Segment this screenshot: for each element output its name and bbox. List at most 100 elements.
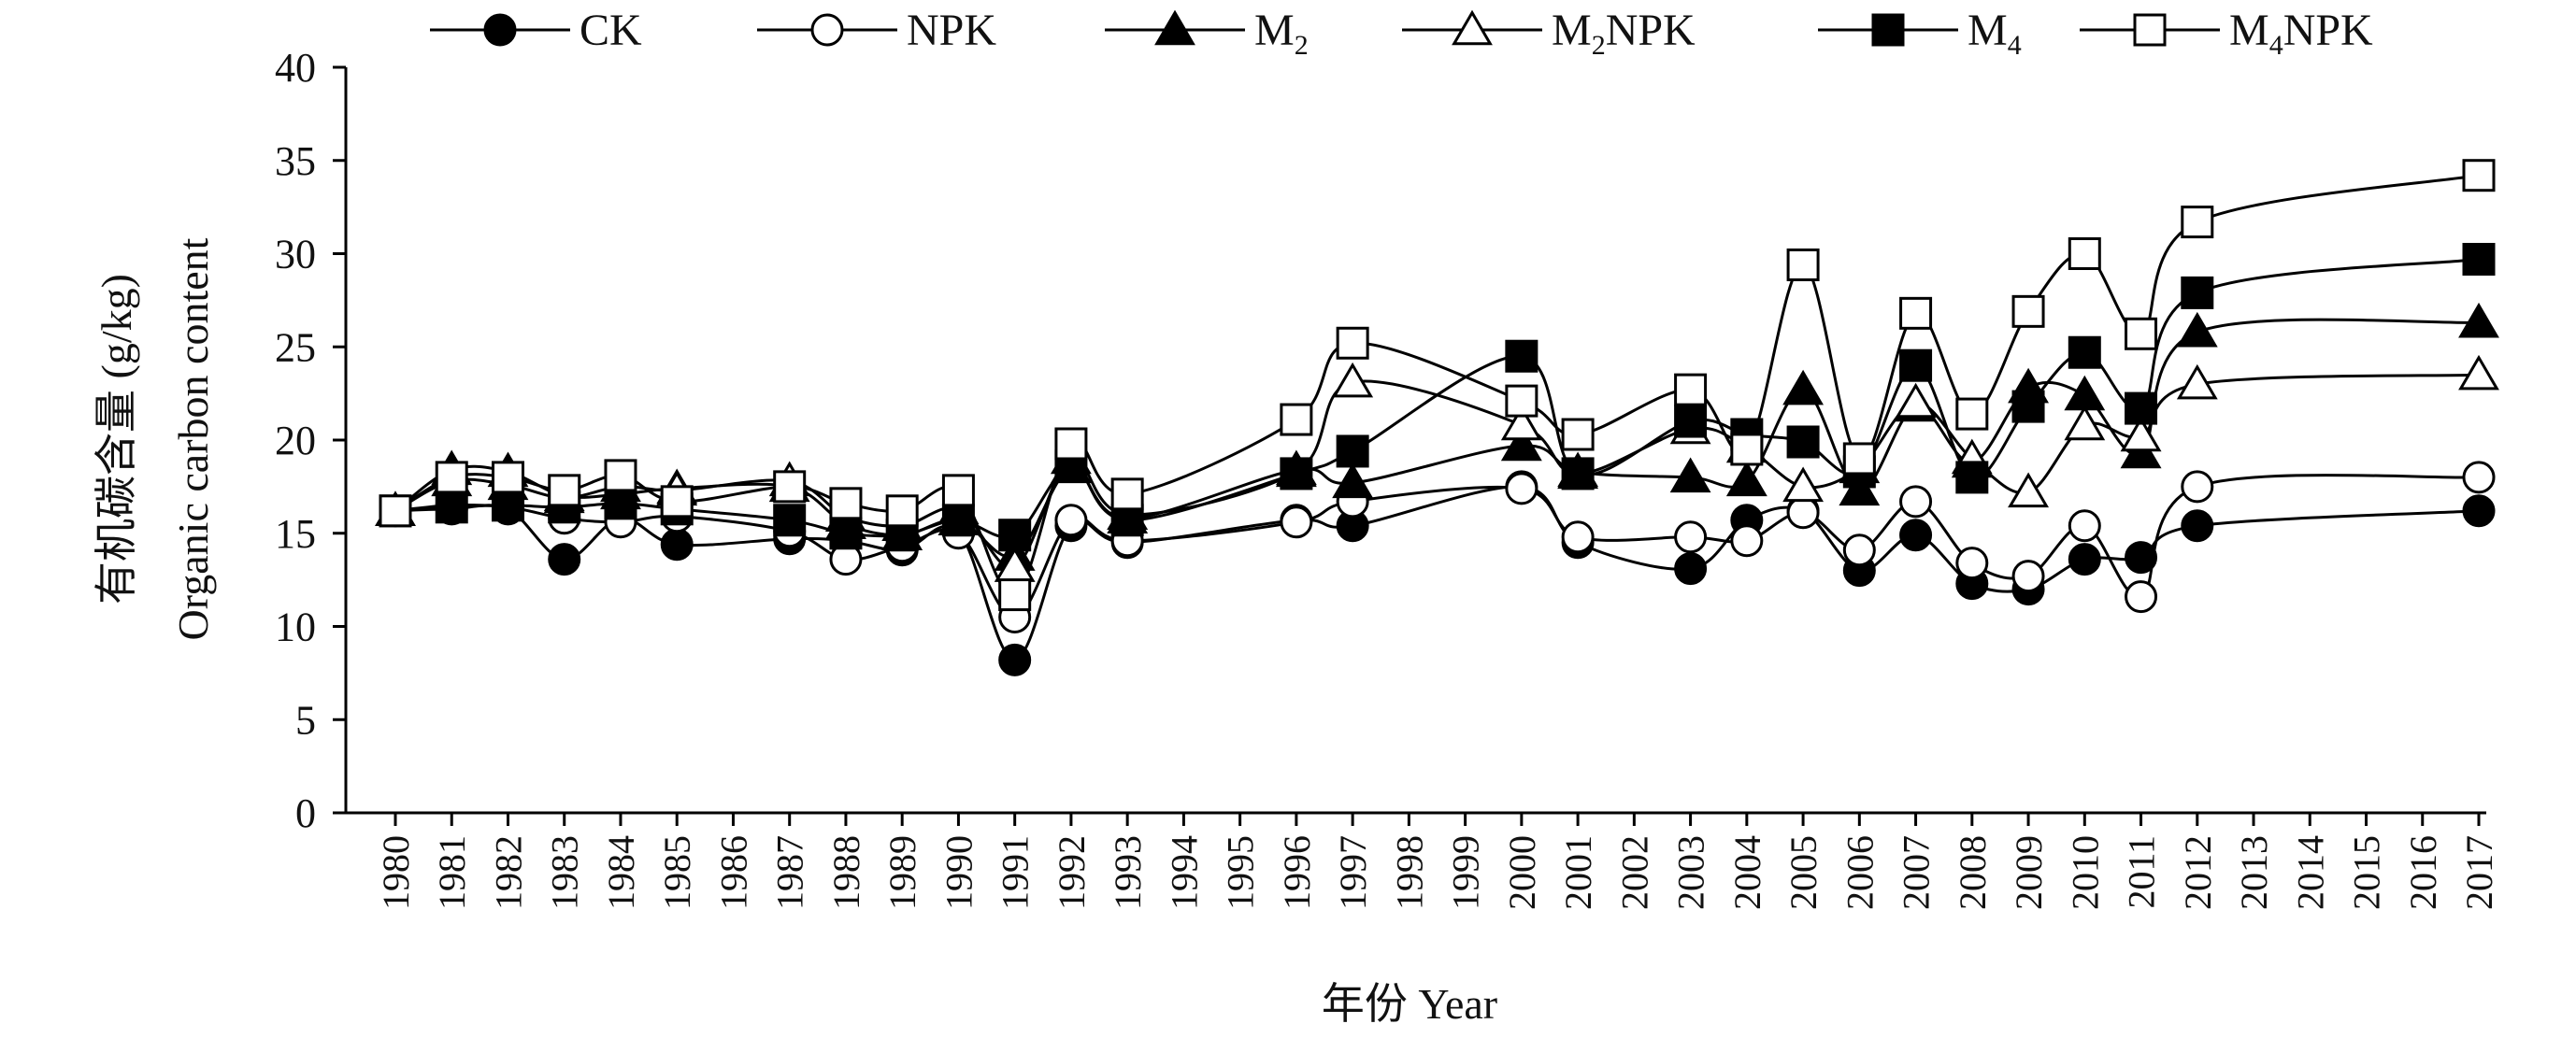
data-point-m4 <box>773 504 807 537</box>
data-point-m4 <box>1674 405 1708 438</box>
data-point-m4npk <box>1054 427 1088 461</box>
data-point-m4npk <box>1899 296 1933 330</box>
data-point-m4 <box>941 504 975 537</box>
x-tick-label: 2011 <box>2121 835 2163 909</box>
data-point-m4npk <box>885 494 919 528</box>
data-point-npk <box>1899 485 1933 519</box>
data-point-m4 <box>2125 391 2158 425</box>
data-point-m2npk <box>2176 363 2218 400</box>
data-point-m4npk <box>941 474 975 507</box>
x-tick-label: 2001 <box>1557 835 1599 910</box>
data-point-npk <box>1505 472 1538 505</box>
x-tick-label: 2009 <box>2008 835 2050 910</box>
legend-label: NPK <box>907 6 996 55</box>
series-markers <box>375 159 2499 676</box>
data-point-m2 <box>2458 302 2499 338</box>
data-point-m2npk <box>2008 472 2050 508</box>
data-point-ck <box>2125 541 2158 575</box>
data-point-m2 <box>2176 311 2218 348</box>
data-point-npk <box>2462 461 2496 494</box>
data-point-npk <box>1054 504 1088 537</box>
ticks: 0 5 10 15 20 25 30 35 40 1980 1981 1982 1983 1984 1985… <box>275 45 2500 910</box>
x-tick-label: 2006 <box>1839 835 1881 910</box>
data-point-m4 <box>435 491 468 524</box>
data-point-m4 <box>1786 425 1820 459</box>
y-axis-title-cn: 有机碳含量 (g/kg) <box>93 274 140 604</box>
legend-marker <box>1452 9 1493 46</box>
x-tick-label: 1996 <box>1276 835 1318 910</box>
legend-marker <box>1871 13 1905 47</box>
data-point-m2npk <box>1782 466 1825 503</box>
x-tick-label: 1997 <box>1332 835 1374 910</box>
legend-label: M4NPK <box>2229 6 2373 61</box>
y-tick-label: 20 <box>275 418 316 463</box>
data-point-ck <box>1674 552 1708 586</box>
y-tick-label: 30 <box>275 232 316 277</box>
legend-marker <box>1154 9 1195 46</box>
data-point-m4npk <box>1110 477 1144 511</box>
x-tick-label: 2002 <box>1613 835 1655 910</box>
data-point-npk <box>2068 509 2101 543</box>
x-tick-label: 1982 <box>487 835 529 910</box>
data-point-m4 <box>1336 434 1369 468</box>
data-point-m4 <box>1561 457 1595 491</box>
y-tick-label: 5 <box>295 697 316 743</box>
x-tick-label: 2007 <box>1896 835 1938 910</box>
x-tick-label: 1991 <box>995 835 1037 910</box>
data-point-ck <box>2181 509 2214 543</box>
data-point-m4npk <box>1280 403 1313 436</box>
data-point-m2 <box>1839 470 1881 506</box>
x-tick-label: 2005 <box>1782 835 1825 910</box>
data-point-m4npk <box>660 485 694 519</box>
data-point-m4 <box>1899 348 1933 382</box>
data-point-m4npk <box>1674 373 1708 406</box>
y-tick-label: 0 <box>295 790 316 836</box>
data-point-npk <box>1561 520 1595 554</box>
legend-item-m4npk: M4NPK <box>2080 6 2373 61</box>
data-point-m4npk <box>435 461 468 494</box>
data-point-m4npk <box>2011 294 2045 328</box>
data-point-m2 <box>1500 425 1542 462</box>
data-point-npk <box>1786 496 1820 530</box>
data-point-ck <box>660 528 694 562</box>
series-lines <box>394 174 2480 661</box>
legend-item-m4: M4 <box>1818 6 2022 61</box>
data-point-m4 <box>998 519 1032 552</box>
x-tick-label: 1986 <box>712 835 754 910</box>
data-point-m2npk <box>2064 405 2106 441</box>
x-tick-label: 2013 <box>2233 835 2275 910</box>
data-point-m2 <box>1332 462 1374 499</box>
data-point-m4npk <box>491 461 524 494</box>
data-point-npk <box>1955 547 1989 580</box>
x-tick-label: 2012 <box>2177 835 2219 910</box>
data-point-m4npk <box>2462 159 2496 192</box>
x-tick-label: 2016 <box>2402 835 2444 910</box>
y-tick-label: 40 <box>275 45 316 91</box>
data-point-m4 <box>829 517 863 550</box>
data-point-m4npk <box>2068 237 2101 270</box>
data-point-m2npk <box>2458 354 2499 391</box>
x-tick-label: 1992 <box>1051 835 1093 910</box>
data-point-m4npk <box>1336 326 1369 360</box>
data-point-npk <box>2181 470 2214 504</box>
legend-label: CK <box>580 6 642 55</box>
data-point-m2npk <box>2120 416 2162 452</box>
data-point-m2 <box>2064 375 2106 411</box>
y-tick-label: 10 <box>275 604 316 650</box>
data-point-m4npk <box>773 470 807 504</box>
x-tick-label: 1994 <box>1163 835 1205 910</box>
data-point-m4npk <box>1842 442 1876 476</box>
data-point-m4npk <box>379 494 412 528</box>
series-line-npk <box>394 474 2480 619</box>
x-tick-label: 2010 <box>2064 835 2106 910</box>
legend-item-m2: M2 <box>1105 6 1309 61</box>
data-point-m4 <box>2068 335 2101 369</box>
x-tick-label: 2017 <box>2458 835 2500 910</box>
data-point-npk <box>2125 580 2158 614</box>
data-point-ck <box>2462 494 2496 528</box>
data-point-m4 <box>604 487 637 520</box>
data-point-npk <box>1842 533 1876 567</box>
data-point-m4npk <box>548 474 581 507</box>
x-tick-label: 2014 <box>2289 835 2331 910</box>
